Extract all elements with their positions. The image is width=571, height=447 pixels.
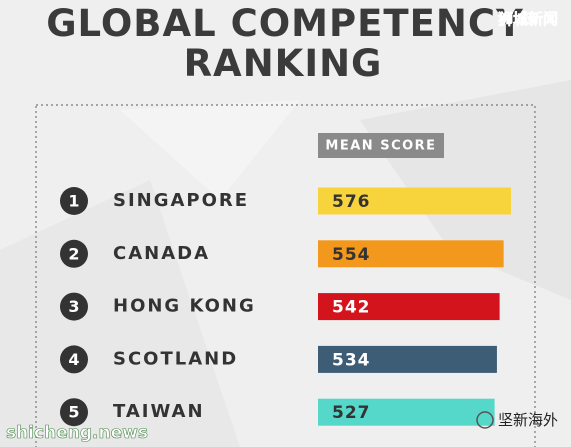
- category-label: HONG KONG: [113, 296, 256, 317]
- rank-label: 4: [68, 350, 79, 369]
- rank-label: 1: [68, 192, 79, 211]
- category-label: SCOTLAND: [113, 348, 238, 369]
- rank-badge: [60, 292, 88, 321]
- watermark: shicheng.news: [6, 423, 148, 443]
- value-label: 534: [332, 350, 371, 370]
- rank-label: 5: [68, 403, 79, 422]
- category-label: CANADA: [113, 243, 210, 264]
- value-label: 542: [332, 298, 371, 318]
- category-label: SINGAPORE: [113, 190, 249, 211]
- category-label: TAIWAN: [113, 401, 205, 422]
- rank-label: 2: [68, 244, 79, 263]
- bg-shape: [120, 100, 300, 200]
- value-label: 527: [332, 403, 371, 423]
- chart-title: RANKING: [184, 42, 383, 85]
- watermark: 坚新海外: [498, 411, 558, 429]
- watermark-icon: [476, 411, 494, 429]
- bar: [318, 398, 495, 426]
- value-header: MEAN SCORE: [325, 139, 436, 154]
- rank-badge: [60, 398, 88, 427]
- rank-label: 3: [68, 297, 79, 316]
- bar: [318, 293, 500, 321]
- bar: [318, 240, 504, 268]
- watermark: 狮城新闻: [497, 10, 558, 28]
- value-label: 554: [332, 245, 371, 265]
- chart-title: GLOBAL COMPETENCY: [46, 2, 524, 45]
- rank-badge: [60, 345, 88, 374]
- rank-badge: [60, 239, 88, 268]
- bar: [318, 345, 497, 373]
- bg-shape: [0, 180, 240, 447]
- bar: [318, 187, 511, 215]
- value-label: 576: [332, 192, 371, 212]
- header-box: [318, 133, 444, 158]
- rank-badge: [60, 187, 88, 215]
